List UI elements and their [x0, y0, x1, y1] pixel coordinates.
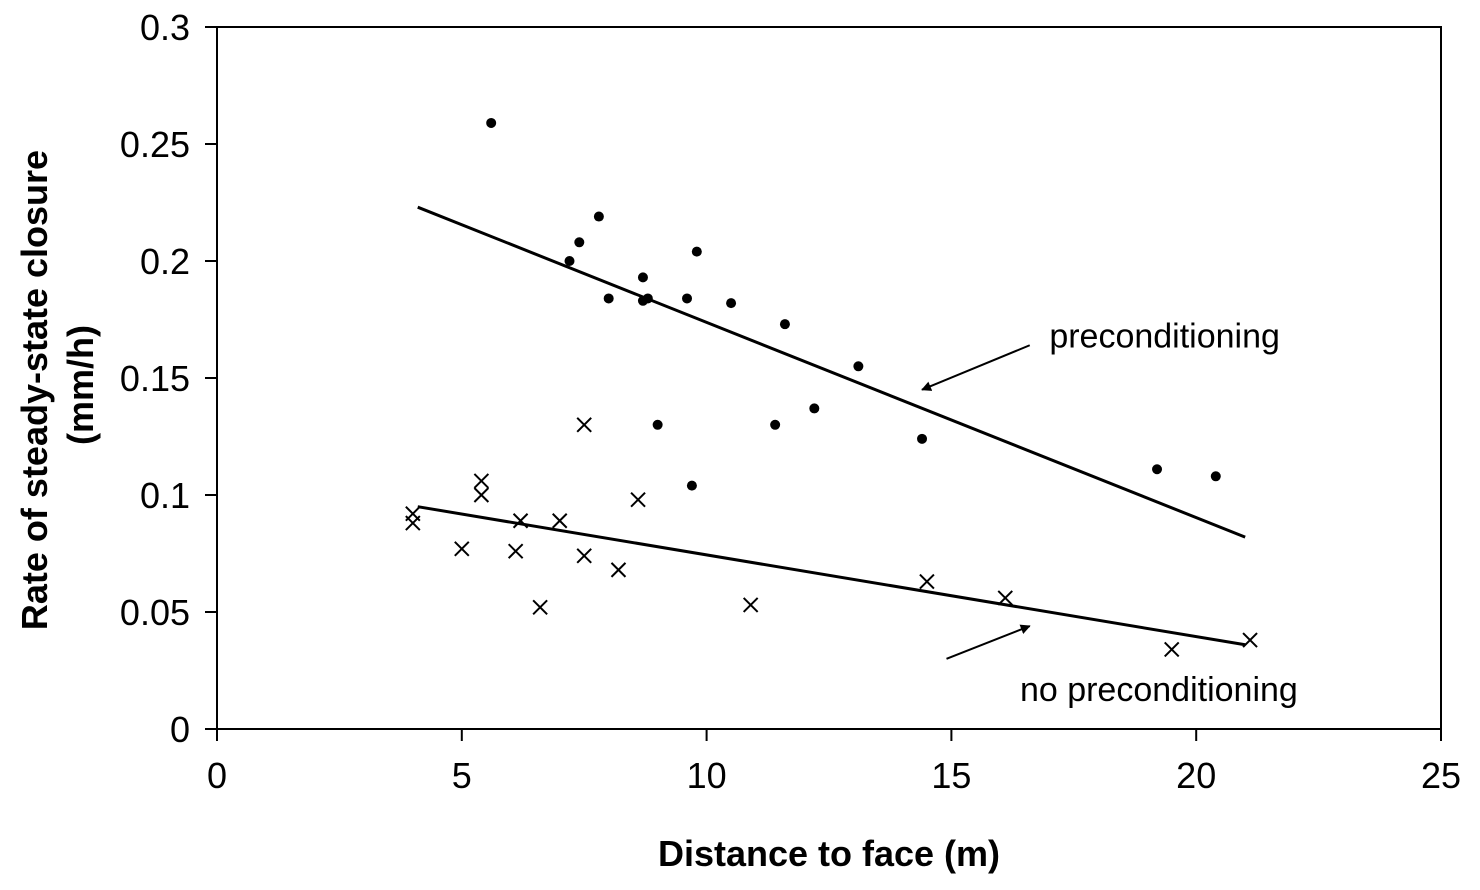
x-tick-label: 20: [1176, 755, 1216, 796]
x-tick-label: 15: [931, 755, 971, 796]
data-point-no-preconditioning: [1242, 632, 1258, 648]
data-point-no-preconditioning: [576, 417, 592, 433]
annotation-arrow-preconditioning: [921, 344, 1031, 391]
data-point-preconditioning: [637, 272, 648, 283]
x-tick-label: 0: [207, 755, 227, 796]
data-point-no-preconditioning: [507, 543, 524, 559]
y-tick-label: 0.1: [140, 475, 190, 516]
x-tick-label: 5: [452, 755, 472, 796]
data-point-preconditioning: [642, 293, 653, 304]
data-point-no-preconditioning: [576, 548, 592, 564]
data-point-no-preconditioning: [473, 473, 490, 489]
data-point-preconditioning: [686, 480, 697, 491]
data-point-preconditioning: [726, 298, 737, 309]
data-point-preconditioning: [574, 237, 585, 248]
plot-area-frame: [216, 26, 1442, 730]
data-point-preconditioning: [779, 319, 790, 330]
data-point-preconditioning: [486, 117, 497, 128]
trendline-no-preconditioning: [417, 505, 1246, 647]
data-point-preconditioning: [917, 433, 928, 444]
data-point-no-preconditioning: [919, 573, 935, 590]
y-axis-title: Rate of steady-state closure (mm/h): [14, 140, 101, 630]
data-point-no-preconditioning: [532, 599, 548, 616]
data-point-no-preconditioning: [512, 513, 529, 529]
x-tick-label: 25: [1421, 755, 1461, 796]
data-point-no-preconditioning: [742, 597, 759, 613]
data-point-preconditioning: [652, 419, 663, 430]
annotation-label-no-preconditioning: no preconditioning: [1020, 671, 1298, 709]
annotation-arrow-no-preconditioning: [946, 624, 1031, 660]
x-tick-label: 10: [687, 755, 727, 796]
y-tick-label: 0.15: [120, 358, 190, 399]
y-tick-label: 0.2: [140, 241, 190, 282]
data-point-preconditioning: [853, 361, 864, 372]
trendline-preconditioning: [417, 205, 1246, 539]
data-point-no-preconditioning: [630, 491, 646, 508]
y-axis-title-line-2: (mm/h): [60, 325, 101, 445]
data-point-preconditioning: [691, 246, 702, 257]
data-point-preconditioning: [1152, 464, 1163, 475]
data-point-preconditioning: [1210, 471, 1221, 482]
y-tick-label: 0: [170, 709, 190, 750]
y-tick-label: 0.25: [120, 124, 190, 165]
data-point-preconditioning: [682, 293, 693, 304]
data-point-no-preconditioning: [454, 541, 470, 557]
data-point-preconditioning: [593, 211, 604, 222]
y-tick-label: 0.3: [140, 7, 190, 48]
x-axis-title: Distance to face (m): [658, 833, 1000, 874]
y-tick-label: 0.05: [120, 592, 190, 633]
data-point-no-preconditioning: [473, 487, 490, 503]
data-point-no-preconditioning: [997, 590, 1013, 606]
data-point-no-preconditioning: [405, 515, 421, 531]
data-point-preconditioning: [564, 256, 575, 266]
data-point-preconditioning: [770, 419, 781, 430]
data-point-preconditioning: [603, 293, 614, 304]
data-point-no-preconditioning: [610, 562, 627, 578]
annotation-label-preconditioning: preconditioning: [1049, 318, 1280, 356]
data-point-preconditioning: [809, 403, 820, 414]
y-axis-title-line-1: Rate of steady-state closure: [14, 150, 55, 630]
data-point-no-preconditioning: [1164, 641, 1180, 658]
data-point-no-preconditioning: [552, 513, 568, 529]
